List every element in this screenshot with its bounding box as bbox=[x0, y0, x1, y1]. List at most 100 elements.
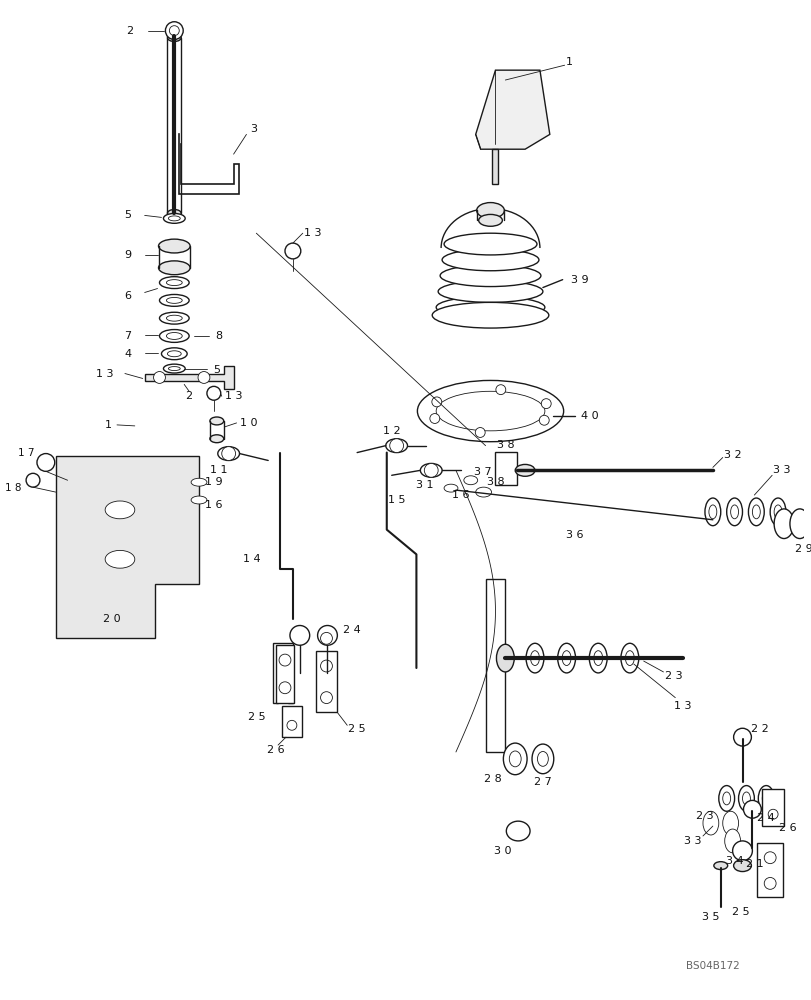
Text: 2 0: 2 0 bbox=[103, 614, 121, 624]
Ellipse shape bbox=[440, 265, 540, 287]
Text: 1: 1 bbox=[565, 57, 573, 67]
Ellipse shape bbox=[209, 435, 224, 443]
Ellipse shape bbox=[167, 34, 181, 41]
Ellipse shape bbox=[167, 209, 181, 217]
Text: 1 6: 1 6 bbox=[205, 500, 222, 510]
Ellipse shape bbox=[704, 498, 720, 526]
Ellipse shape bbox=[496, 644, 513, 672]
Circle shape bbox=[207, 386, 221, 400]
Circle shape bbox=[153, 372, 165, 383]
Ellipse shape bbox=[589, 643, 607, 673]
Text: 3 7: 3 7 bbox=[474, 467, 491, 477]
Circle shape bbox=[424, 463, 438, 477]
Circle shape bbox=[198, 372, 209, 383]
Bar bbox=[315, 651, 337, 712]
Circle shape bbox=[320, 660, 332, 672]
Text: 1 3: 1 3 bbox=[97, 369, 114, 379]
Text: 4: 4 bbox=[124, 349, 131, 359]
Text: 3 6: 3 6 bbox=[565, 530, 582, 540]
Ellipse shape bbox=[158, 261, 190, 275]
Circle shape bbox=[767, 809, 777, 819]
Text: 1 4: 1 4 bbox=[242, 554, 260, 564]
Text: 2 5: 2 5 bbox=[348, 724, 366, 734]
Ellipse shape bbox=[757, 786, 773, 811]
Text: 2 1: 2 1 bbox=[744, 859, 762, 869]
Ellipse shape bbox=[159, 294, 189, 306]
Ellipse shape bbox=[420, 463, 441, 477]
Circle shape bbox=[732, 841, 752, 861]
Circle shape bbox=[743, 800, 761, 818]
Ellipse shape bbox=[506, 821, 530, 841]
Text: 1 0: 1 0 bbox=[239, 418, 257, 428]
Ellipse shape bbox=[508, 751, 521, 767]
Ellipse shape bbox=[463, 476, 477, 485]
Polygon shape bbox=[56, 456, 199, 638]
Ellipse shape bbox=[167, 351, 181, 357]
Text: 3 0: 3 0 bbox=[493, 846, 510, 856]
Ellipse shape bbox=[773, 509, 793, 539]
Text: 2 4: 2 4 bbox=[343, 625, 361, 635]
Text: 1 3: 1 3 bbox=[225, 391, 242, 401]
Text: 3 3: 3 3 bbox=[772, 465, 790, 475]
Ellipse shape bbox=[515, 464, 534, 476]
Circle shape bbox=[763, 852, 775, 864]
Ellipse shape bbox=[762, 792, 769, 805]
Text: 3 8: 3 8 bbox=[496, 440, 513, 450]
Text: 2 7: 2 7 bbox=[534, 777, 551, 787]
Ellipse shape bbox=[441, 249, 539, 271]
Ellipse shape bbox=[789, 509, 809, 539]
Ellipse shape bbox=[209, 417, 224, 425]
Circle shape bbox=[169, 26, 179, 36]
Ellipse shape bbox=[718, 786, 734, 811]
Ellipse shape bbox=[161, 348, 187, 360]
Text: 8: 8 bbox=[215, 331, 222, 341]
Ellipse shape bbox=[475, 487, 491, 497]
Text: 3 3: 3 3 bbox=[684, 836, 701, 846]
Text: 5: 5 bbox=[124, 210, 131, 220]
Ellipse shape bbox=[722, 792, 730, 805]
Text: 2 6: 2 6 bbox=[779, 823, 796, 833]
Ellipse shape bbox=[593, 651, 602, 666]
Circle shape bbox=[496, 385, 505, 395]
Ellipse shape bbox=[438, 281, 543, 302]
Bar bbox=[485, 579, 504, 752]
Text: 1 7: 1 7 bbox=[18, 448, 34, 458]
Ellipse shape bbox=[166, 333, 182, 339]
Ellipse shape bbox=[738, 786, 753, 811]
Ellipse shape bbox=[726, 498, 741, 526]
Bar bbox=[757, 843, 782, 897]
Text: 1 3: 1 3 bbox=[674, 701, 691, 711]
Ellipse shape bbox=[105, 501, 135, 519]
Ellipse shape bbox=[724, 829, 740, 853]
Text: 3 9: 3 9 bbox=[570, 275, 587, 285]
Circle shape bbox=[474, 428, 484, 437]
Circle shape bbox=[286, 720, 297, 730]
Ellipse shape bbox=[722, 811, 738, 835]
Text: 2 5: 2 5 bbox=[731, 907, 749, 917]
Ellipse shape bbox=[752, 505, 759, 519]
Ellipse shape bbox=[478, 214, 502, 226]
Circle shape bbox=[431, 397, 441, 407]
Circle shape bbox=[763, 877, 775, 889]
Text: 3 5: 3 5 bbox=[702, 912, 719, 922]
Text: 3 2: 3 2 bbox=[723, 450, 740, 460]
Text: 3 1: 3 1 bbox=[415, 480, 432, 490]
Text: 6: 6 bbox=[124, 291, 131, 301]
Ellipse shape bbox=[158, 239, 190, 253]
Ellipse shape bbox=[163, 364, 185, 373]
Ellipse shape bbox=[417, 380, 563, 442]
Ellipse shape bbox=[769, 498, 785, 526]
Circle shape bbox=[285, 243, 300, 259]
Ellipse shape bbox=[159, 312, 189, 324]
Ellipse shape bbox=[708, 505, 716, 519]
Circle shape bbox=[541, 399, 551, 409]
Circle shape bbox=[279, 682, 290, 694]
Text: 1 9: 1 9 bbox=[204, 477, 222, 487]
Text: 2 5: 2 5 bbox=[247, 712, 265, 722]
Ellipse shape bbox=[557, 643, 575, 673]
Circle shape bbox=[290, 625, 309, 645]
Text: 2 6: 2 6 bbox=[267, 745, 285, 755]
Text: 2 9: 2 9 bbox=[794, 544, 811, 554]
Ellipse shape bbox=[732, 860, 750, 872]
Ellipse shape bbox=[702, 811, 718, 835]
